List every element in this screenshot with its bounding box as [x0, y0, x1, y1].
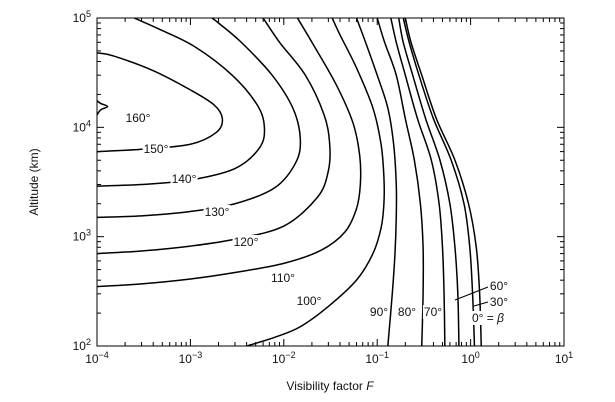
- x-axis-title-variable: F: [366, 379, 374, 393]
- y-tick-label: 105: [73, 9, 91, 25]
- x-tick-label-base: 10: [555, 352, 569, 366]
- y-tick-label: 104: [73, 118, 91, 134]
- curve-label: 120°: [234, 235, 259, 249]
- curve-label: 90°: [370, 305, 388, 319]
- curve-label-backdrop: [170, 172, 198, 186]
- curve-label-backdrop: [422, 305, 444, 319]
- y-tick-label-exponent: 5: [86, 9, 91, 19]
- leader-line: [454, 286, 489, 301]
- curve-label-backdrop: [295, 294, 323, 308]
- curve-label: 80°: [398, 305, 416, 319]
- curve-labels: 160° 150° 140° 130° 120° 110°100° 90° 80° 70° 60°…: [124, 111, 510, 325]
- x-tick-label: 10−2: [272, 350, 296, 366]
- curve-4: [97, 18, 331, 255]
- x-tick-label-exponent: −1: [379, 350, 389, 360]
- y-tick-label-base: 10: [73, 120, 87, 134]
- x-tick-label-base: 10: [85, 352, 99, 366]
- x-axis-ticks: 10−4 10−3 10−2 10−1 100 101: [85, 18, 573, 366]
- curve-label: 100°: [297, 294, 322, 308]
- curve-label: 110°: [271, 271, 295, 285]
- curve-0: [97, 100, 109, 116]
- curve-2: [97, 18, 266, 187]
- curves: [97, 18, 482, 346]
- x-tick-label-exponent: 1: [568, 350, 573, 360]
- curve-1: [97, 52, 224, 153]
- label-leader-lines: [454, 286, 489, 307]
- y-axis-title: Altitude (km): [27, 148, 41, 215]
- curve-label: 150°: [144, 142, 169, 156]
- curve-label: 60°: [490, 279, 508, 293]
- x-tick-label-exponent: −2: [285, 350, 295, 360]
- curve-label-backdrop: [470, 311, 506, 325]
- x-tick-label: 10−4: [85, 350, 109, 366]
- x-tick-label-exponent: −3: [192, 350, 202, 360]
- y-tick-label-base: 10: [73, 339, 87, 353]
- curve-label: 160°: [126, 111, 151, 125]
- y-tick-label-exponent: 4: [86, 118, 91, 128]
- curve-10: [397, 18, 460, 346]
- x-tick-label-base: 10: [179, 352, 193, 366]
- curve-11: [402, 18, 476, 346]
- x-tick-label-exponent: 0: [475, 350, 480, 360]
- curve-label-backdrop: [232, 235, 260, 249]
- curve-label: 130°: [205, 205, 230, 219]
- y-tick-label-exponent: 2: [86, 337, 91, 347]
- curve-5: [97, 18, 362, 288]
- curve-label-backdrop: [270, 271, 297, 285]
- curve-label-backdrop: [124, 111, 152, 125]
- plot-frame: [96, 17, 565, 347]
- y-tick-label-base: 10: [73, 230, 87, 244]
- curve-label-backdrop: [488, 295, 510, 309]
- y-tick-label: 103: [73, 228, 91, 244]
- curve-label: 70°: [424, 305, 442, 319]
- curve-label-backdrop: [203, 205, 231, 219]
- curve-label-symbol: β: [496, 311, 504, 325]
- curve-label-backdrop: [142, 142, 170, 156]
- x-tick-label-base: 10: [272, 352, 286, 366]
- curve-label: 0° = β: [472, 311, 504, 325]
- curve-12: [404, 18, 482, 346]
- curve-label-backdrop: [368, 305, 390, 319]
- x-tick-label: 10−3: [179, 350, 203, 366]
- x-axis-title: Visibility factor F: [286, 379, 374, 393]
- x-axis-title-text: Visibility factor: [286, 379, 366, 393]
- curve-7: [355, 18, 398, 346]
- curve-label-backdrop: [396, 305, 418, 319]
- curve-label-text: 0° =: [472, 311, 497, 325]
- curve-label: 140°: [172, 172, 197, 186]
- curve-6: [246, 18, 386, 346]
- x-tick-label-exponent: −4: [99, 350, 109, 360]
- y-tick-label-exponent: 3: [86, 228, 91, 238]
- curve-label: 30°: [490, 295, 508, 309]
- y-tick-label-base: 10: [73, 11, 87, 25]
- curve-8: [376, 18, 425, 346]
- x-tick-label: 100: [461, 350, 479, 366]
- leader-line: [473, 301, 489, 307]
- x-tick-label-base: 10: [461, 352, 475, 366]
- curve-label-backdrop: [488, 279, 510, 293]
- y-tick-label: 102: [73, 337, 91, 353]
- curve-9: [390, 18, 446, 346]
- x-tick-label: 101: [555, 350, 573, 366]
- curve-3: [97, 18, 302, 219]
- x-tick-label-base: 10: [365, 352, 379, 366]
- x-tick-label: 10−1: [365, 350, 389, 366]
